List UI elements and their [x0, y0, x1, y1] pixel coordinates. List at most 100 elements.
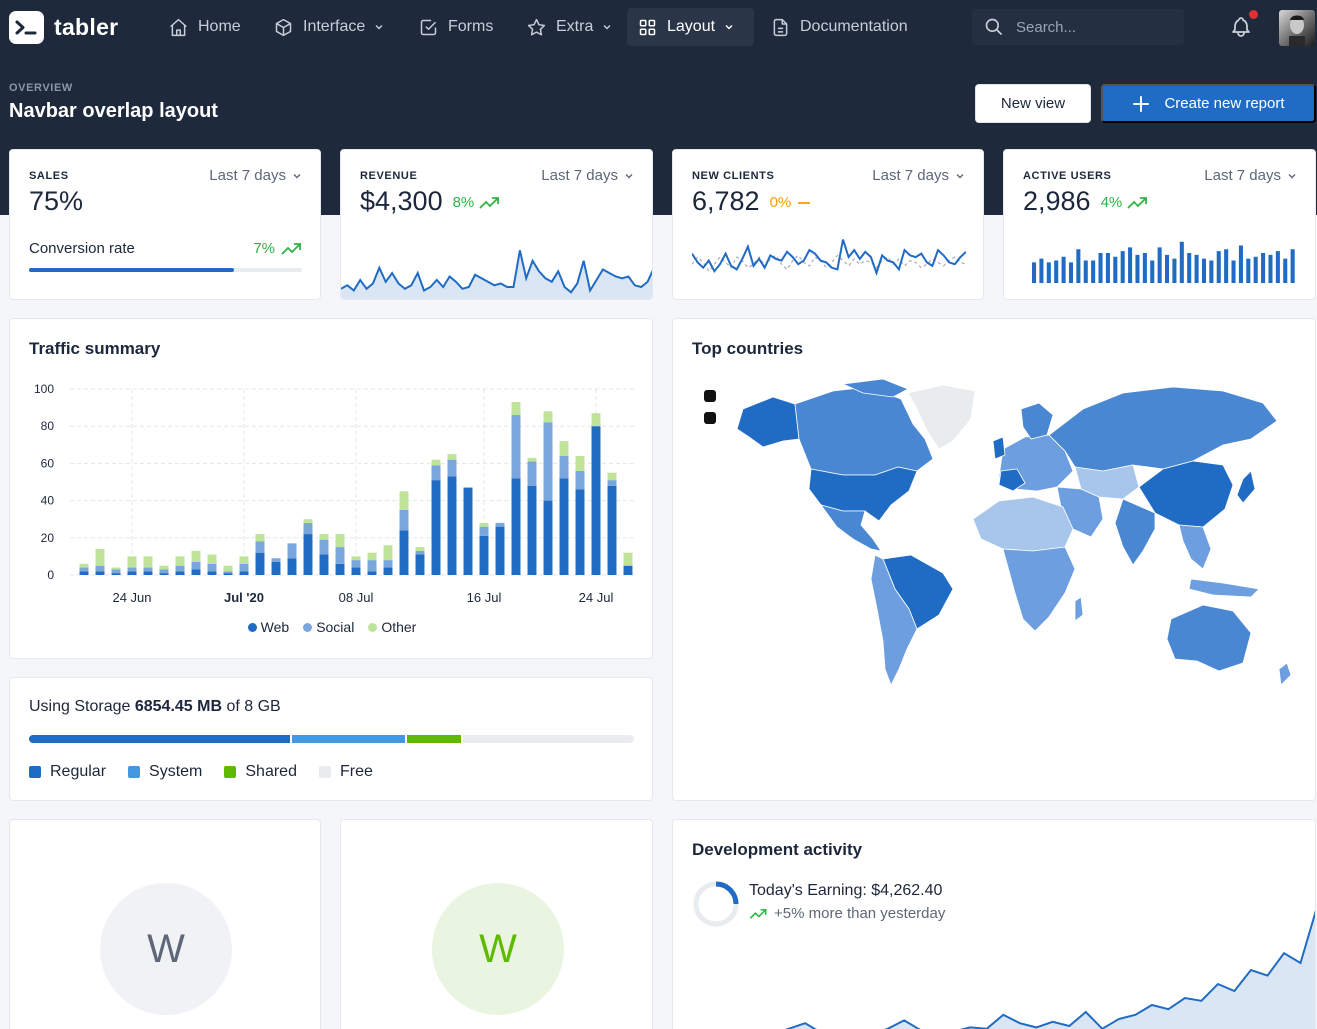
- bar-social[interactable]: [511, 415, 521, 479]
- bar-social[interactable]: [239, 563, 249, 572]
- bar-other[interactable]: [319, 534, 329, 540]
- map-region-japan[interactable]: [1236, 470, 1256, 504]
- bar-web[interactable]: [591, 426, 601, 575]
- bar-web[interactable]: [303, 534, 313, 575]
- bar-social[interactable]: [399, 509, 409, 531]
- bar-web[interactable]: [559, 478, 569, 575]
- period-dropdown[interactable]: Last 7 days: [541, 167, 634, 184]
- bar-social[interactable]: [303, 522, 313, 535]
- search-input[interactable]: [1016, 18, 1166, 36]
- map-region-australia[interactable]: [1166, 604, 1252, 672]
- bar-other[interactable]: [159, 565, 169, 570]
- bar-web[interactable]: [143, 571, 153, 575]
- bar-other[interactable]: [367, 552, 377, 561]
- period-dropdown[interactable]: Last 7 days: [1204, 167, 1297, 184]
- nav-item-interface[interactable]: Interface: [263, 8, 394, 46]
- bar-web[interactable]: [111, 573, 121, 575]
- bar-web[interactable]: [255, 552, 265, 575]
- bar-other[interactable]: [431, 459, 441, 466]
- bar-other[interactable]: [543, 411, 553, 423]
- map-region-indonesia[interactable]: [1188, 578, 1260, 598]
- bar-social[interactable]: [543, 422, 553, 501]
- bar-other[interactable]: [255, 534, 265, 542]
- bar-social[interactable]: [431, 465, 441, 481]
- bar-web[interactable]: [351, 567, 361, 575]
- nav-item-extra[interactable]: Extra: [516, 8, 622, 46]
- map-region-alaska[interactable]: [736, 396, 800, 448]
- bar-web[interactable]: [239, 571, 249, 575]
- user-avatar[interactable]: [1279, 10, 1315, 46]
- bar-other[interactable]: [527, 457, 537, 462]
- bar-other[interactable]: [175, 556, 185, 566]
- map-region-india[interactable]: [1114, 498, 1156, 566]
- bar-other[interactable]: [591, 413, 601, 427]
- bar-social[interactable]: [319, 539, 329, 555]
- bar-social[interactable]: [383, 560, 393, 568]
- bar-social[interactable]: [607, 480, 617, 486]
- bar-social[interactable]: [479, 526, 489, 536]
- bar-social[interactable]: [255, 541, 265, 553]
- bar-other[interactable]: [303, 519, 313, 523]
- bar-other[interactable]: [111, 567, 121, 570]
- bar-other[interactable]: [607, 472, 617, 481]
- nav-item-documentation[interactable]: Documentation: [760, 8, 918, 46]
- bar-social[interactable]: [111, 569, 121, 574]
- zoom-out-button[interactable]: [704, 412, 716, 424]
- map-region-africa-north[interactable]: [972, 496, 1074, 552]
- bar-web[interactable]: [191, 569, 201, 575]
- bar-social[interactable]: [95, 565, 105, 572]
- map-region-china[interactable]: [1138, 460, 1234, 528]
- bar-web[interactable]: [175, 571, 185, 575]
- bar-web[interactable]: [127, 571, 137, 575]
- bar-web[interactable]: [479, 535, 489, 575]
- bar-web[interactable]: [415, 554, 425, 575]
- bar-other[interactable]: [399, 491, 409, 510]
- bar-social[interactable]: [127, 567, 137, 572]
- bar-social[interactable]: [223, 571, 233, 574]
- bar-web[interactable]: [223, 573, 233, 575]
- bar-web[interactable]: [79, 571, 89, 575]
- bar-other[interactable]: [223, 565, 233, 572]
- bar-social[interactable]: [159, 569, 169, 574]
- nav-item-forms[interactable]: Forms: [408, 8, 503, 46]
- bar-other[interactable]: [415, 547, 425, 551]
- map-region-africa-central[interactable]: [1002, 546, 1076, 632]
- map-region-madagascar[interactable]: [1074, 596, 1084, 622]
- bar-other[interactable]: [207, 554, 217, 564]
- bar-web[interactable]: [543, 500, 553, 575]
- new-view-button[interactable]: New view: [975, 84, 1091, 123]
- brand[interactable]: tabler: [9, 11, 118, 44]
- bar-social[interactable]: [351, 560, 361, 568]
- bar-other[interactable]: [623, 552, 633, 566]
- bar-other[interactable]: [335, 534, 345, 548]
- bar-web[interactable]: [159, 573, 169, 575]
- bar-social[interactable]: [575, 470, 585, 490]
- bar-other[interactable]: [479, 522, 489, 527]
- bar-web[interactable]: [271, 561, 281, 575]
- bar-web[interactable]: [511, 478, 521, 575]
- bar-web[interactable]: [207, 571, 217, 575]
- bar-other[interactable]: [127, 556, 137, 568]
- bar-social[interactable]: [271, 558, 281, 562]
- bar-social[interactable]: [367, 560, 377, 572]
- bar-social[interactable]: [143, 567, 153, 572]
- bar-social[interactable]: [495, 522, 505, 527]
- map-region-france[interactable]: [998, 468, 1026, 492]
- map-region-canada-islands[interactable]: [841, 379, 909, 398]
- bar-other[interactable]: [191, 550, 201, 562]
- map-region-southeast-asia[interactable]: [1178, 524, 1212, 570]
- bar-other[interactable]: [239, 556, 249, 564]
- bar-social[interactable]: [447, 459, 457, 477]
- bar-social[interactable]: [335, 547, 345, 564]
- bar-social[interactable]: [527, 461, 537, 486]
- period-dropdown[interactable]: Last 7 days: [209, 167, 302, 184]
- bar-other[interactable]: [351, 556, 361, 561]
- map-region-south-america-west[interactable]: [870, 554, 918, 686]
- bar-social[interactable]: [559, 455, 569, 479]
- legend-social[interactable]: Social: [303, 619, 354, 635]
- bar-web[interactable]: [527, 485, 537, 575]
- bar-other[interactable]: [575, 455, 585, 471]
- bar-other[interactable]: [447, 454, 457, 460]
- bar-web[interactable]: [575, 489, 585, 575]
- bar-social[interactable]: [175, 565, 185, 572]
